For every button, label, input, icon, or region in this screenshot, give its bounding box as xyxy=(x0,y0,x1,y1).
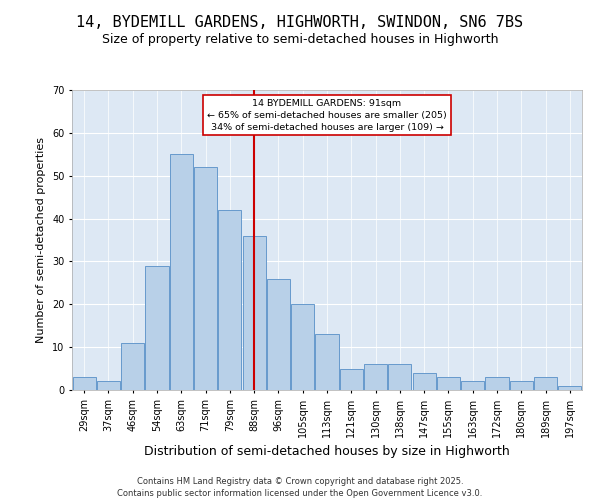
Bar xyxy=(316,334,338,390)
Bar xyxy=(73,377,95,390)
Bar xyxy=(559,386,581,390)
Bar xyxy=(121,343,144,390)
Text: 14 BYDEMILL GARDENS: 91sqm
← 65% of semi-detached houses are smaller (205)
34% o: 14 BYDEMILL GARDENS: 91sqm ← 65% of semi… xyxy=(207,99,447,132)
Text: 14, BYDEMILL GARDENS, HIGHWORTH, SWINDON, SN6 7BS: 14, BYDEMILL GARDENS, HIGHWORTH, SWINDON… xyxy=(76,15,524,30)
Bar xyxy=(145,266,169,390)
Bar xyxy=(461,382,484,390)
Bar xyxy=(218,210,241,390)
Text: Size of property relative to semi-detached houses in Highworth: Size of property relative to semi-detach… xyxy=(102,32,498,46)
Bar xyxy=(97,382,120,390)
Bar xyxy=(242,236,266,390)
Bar xyxy=(388,364,412,390)
X-axis label: Distribution of semi-detached houses by size in Highworth: Distribution of semi-detached houses by … xyxy=(144,446,510,458)
Bar xyxy=(534,377,557,390)
Bar xyxy=(510,382,533,390)
Bar xyxy=(291,304,314,390)
Bar xyxy=(413,373,436,390)
Bar xyxy=(364,364,387,390)
Bar xyxy=(340,368,363,390)
Bar xyxy=(267,278,290,390)
Bar xyxy=(170,154,193,390)
Bar xyxy=(485,377,509,390)
Y-axis label: Number of semi-detached properties: Number of semi-detached properties xyxy=(37,137,46,343)
Text: Contains HM Land Registry data © Crown copyright and database right 2025.
Contai: Contains HM Land Registry data © Crown c… xyxy=(118,476,482,498)
Bar xyxy=(194,167,217,390)
Bar xyxy=(437,377,460,390)
